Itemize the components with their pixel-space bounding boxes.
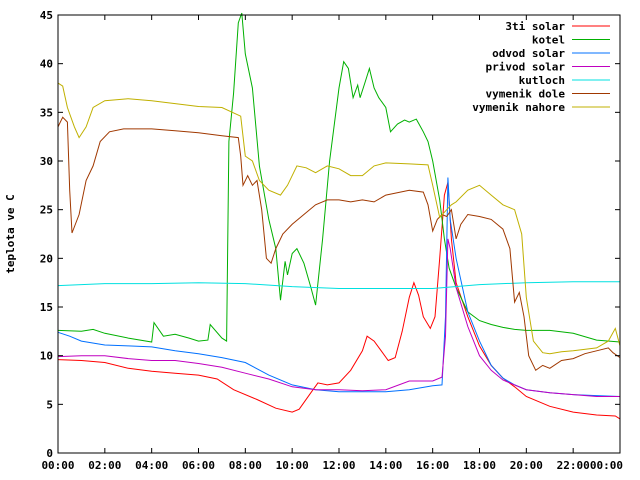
y-axis-label: teplota ve C — [4, 194, 17, 273]
y-tick-label: 10 — [40, 350, 53, 363]
x-tick-label: 22:00 — [557, 459, 590, 472]
legend-label: vymenik nahore — [472, 101, 565, 114]
y-tick-label: 15 — [40, 301, 53, 314]
x-tick-label: 00:00 — [41, 459, 74, 472]
y-tick-label: 40 — [40, 58, 53, 71]
y-tick-label: 30 — [40, 155, 53, 168]
y-tick-label: 5 — [46, 398, 53, 411]
series-line-6 — [57, 116, 621, 372]
x-tick-label: 00:00 — [590, 459, 623, 472]
x-tick-label: 10:00 — [276, 459, 309, 472]
y-tick-label: 45 — [40, 9, 53, 22]
y-tick-label: 20 — [40, 252, 53, 265]
plot-frame — [57, 14, 621, 454]
x-tick-label: 06:00 — [182, 459, 215, 472]
y-tick-label: 35 — [40, 106, 53, 119]
legend-label: 3ti solar — [505, 20, 565, 33]
series-line-4 — [57, 238, 620, 397]
series-line-7 — [57, 82, 621, 355]
series-line-2 — [57, 12, 621, 343]
ticks-layer: 0 5 10 15 20 25 30 35 40 45 00:00 02:00 04:00 06:00 08… — [40, 9, 623, 472]
x-tick-label: 08:00 — [229, 459, 262, 472]
x-tick-label: 16:00 — [416, 459, 449, 472]
series-line-5 — [57, 281, 620, 289]
legend-label: vymenik dole — [486, 88, 566, 101]
x-tick-label: 02:00 — [88, 459, 121, 472]
x-tick-label: 04:00 — [135, 459, 168, 472]
series-layer — [57, 12, 621, 420]
legend-label: kotel — [532, 34, 565, 47]
x-tick-label: 18:00 — [463, 459, 496, 472]
series-line-3 — [57, 177, 621, 397]
x-tick-label: 14:00 — [369, 459, 402, 472]
y-tick-label: 0 — [46, 447, 53, 460]
legend-label: privod solar — [486, 61, 566, 74]
series-line-1 — [57, 182, 621, 420]
legend-label: odvod solar — [492, 47, 565, 60]
x-tick-label: 12:00 — [322, 459, 355, 472]
x-tick-label: 20:00 — [510, 459, 543, 472]
legend-label: kutloch — [519, 74, 565, 87]
y-tick-label: 25 — [40, 204, 53, 217]
